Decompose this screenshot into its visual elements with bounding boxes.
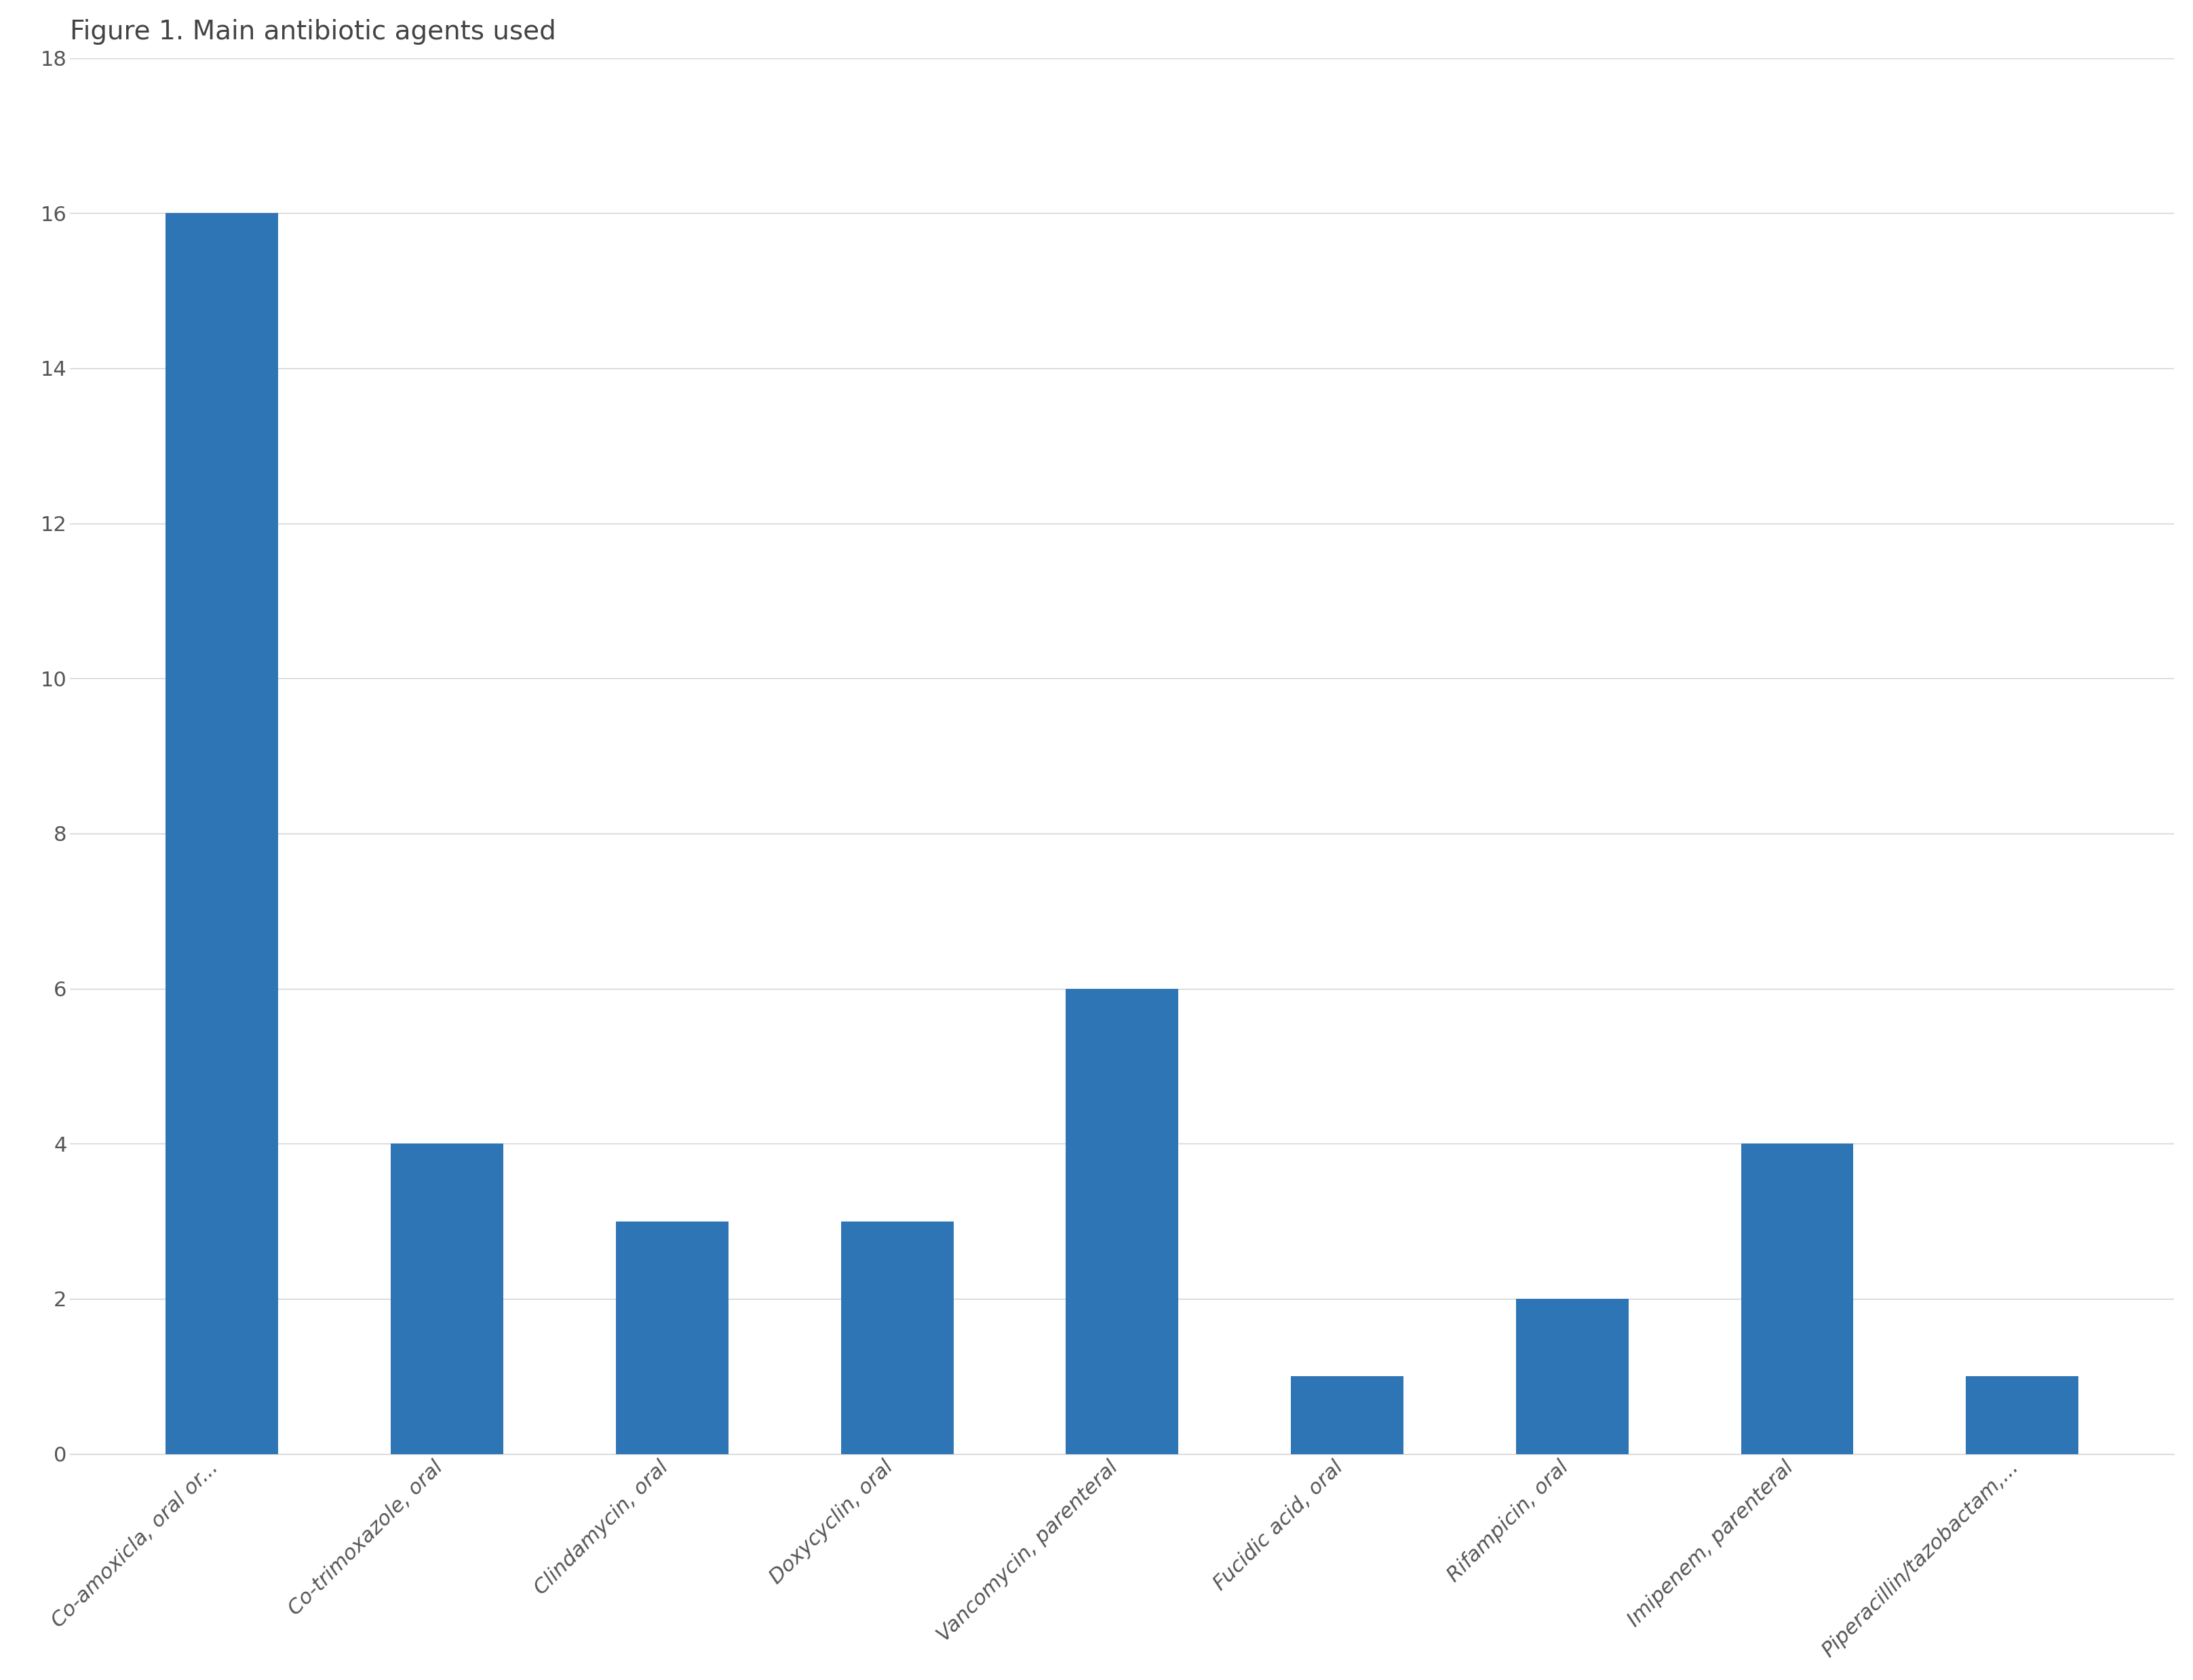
Bar — [167, 213, 279, 1453]
Bar — [1965, 1376, 2079, 1453]
Bar — [616, 1221, 728, 1453]
Text: Figure 1. Main antibiotic agents used: Figure 1. Main antibiotic agents used — [70, 18, 557, 45]
Bar — [1292, 1376, 1404, 1453]
Bar — [840, 1221, 954, 1453]
Bar — [1066, 988, 1178, 1453]
Bar — [1515, 1299, 1629, 1453]
Bar — [390, 1144, 504, 1453]
Bar — [1741, 1144, 1853, 1453]
